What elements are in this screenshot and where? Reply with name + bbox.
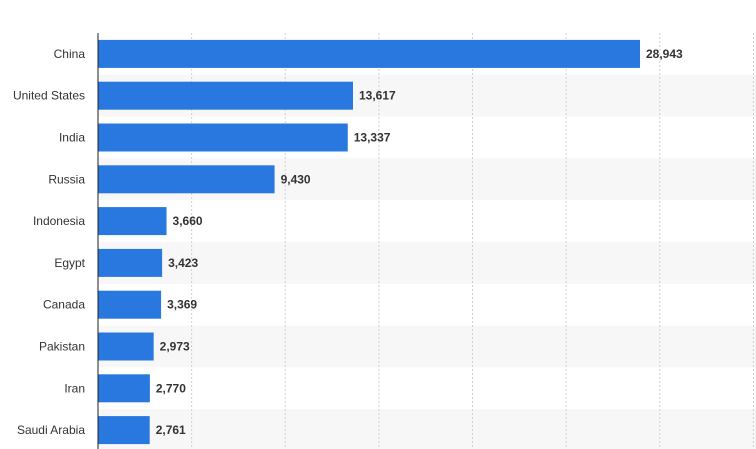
category-label: China bbox=[54, 47, 86, 61]
value-labels: 28,943 13,617 13,337 9,430 3,660 3,423 3,369 2,… bbox=[156, 47, 683, 437]
bars bbox=[98, 39, 640, 445]
bar bbox=[98, 374, 150, 403]
category-label: Canada bbox=[43, 298, 85, 312]
value-label: 3,423 bbox=[168, 256, 198, 270]
category-label: Saudi Arabia bbox=[17, 423, 85, 437]
bar bbox=[98, 248, 163, 277]
category-labels: China United States India Russia Indonesia Eg… bbox=[13, 47, 86, 437]
category-label: Iran bbox=[64, 381, 85, 395]
value-label: 2,973 bbox=[160, 340, 190, 354]
row-band bbox=[98, 409, 756, 449]
category-label: India bbox=[59, 131, 85, 145]
bar bbox=[98, 165, 275, 194]
category-label: Indonesia bbox=[33, 214, 85, 228]
value-label: 9,430 bbox=[281, 172, 311, 186]
bar bbox=[98, 207, 167, 236]
value-label: 13,337 bbox=[354, 131, 391, 145]
value-label: 3,369 bbox=[167, 298, 197, 312]
row-band bbox=[98, 242, 756, 284]
value-label: 28,943 bbox=[646, 47, 683, 61]
row-bands bbox=[98, 74, 756, 449]
bar bbox=[98, 81, 353, 110]
category-label: Egypt bbox=[54, 256, 85, 270]
gridlines bbox=[191, 33, 754, 449]
bar bbox=[98, 332, 154, 361]
bar bbox=[98, 123, 348, 152]
value-label: 13,617 bbox=[359, 89, 396, 103]
category-label: Pakistan bbox=[39, 340, 85, 354]
bar bbox=[98, 416, 150, 445]
row-band bbox=[98, 325, 756, 368]
bar bbox=[98, 39, 640, 68]
category-label: United States bbox=[13, 89, 85, 103]
value-label: 2,761 bbox=[156, 423, 186, 437]
value-label: 3,660 bbox=[173, 214, 203, 228]
bar bbox=[98, 290, 162, 319]
value-label: 2,770 bbox=[156, 381, 186, 395]
category-label: Russia bbox=[48, 172, 85, 186]
